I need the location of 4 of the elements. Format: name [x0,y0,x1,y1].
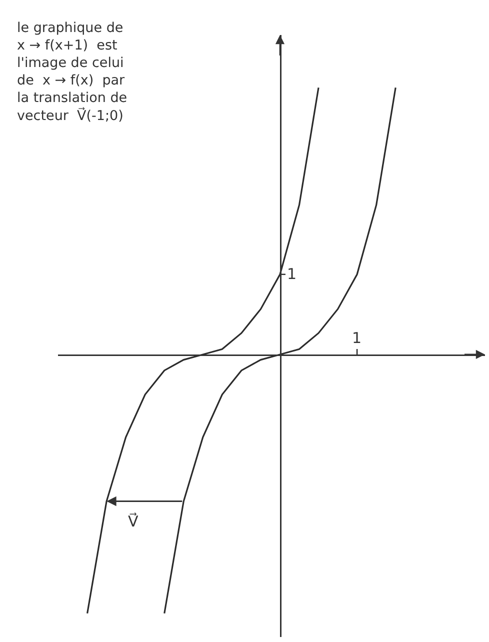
annotation: le graphique de x → f(x+1) est l'image de celui de x → f(x) par la translation de vecteur V⃗(-1;0) [17,20,128,124]
annotation: 1 [287,265,297,283]
annotation: 1 [352,329,362,347]
annotation: V⃗ [128,512,139,531]
